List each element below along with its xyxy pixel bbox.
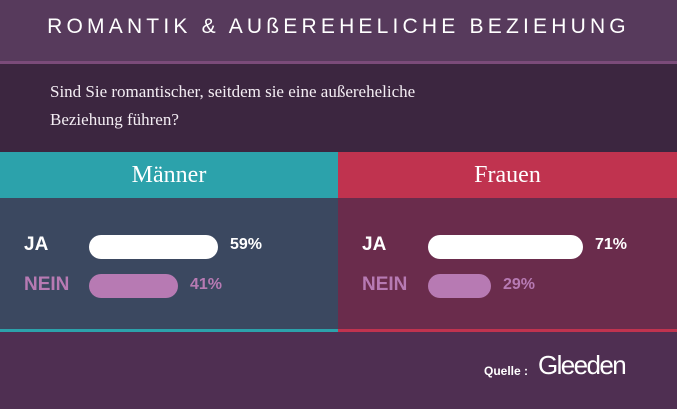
women-ja-bar: [428, 235, 583, 259]
panel-women-body: JA 71% NEIN 29%: [338, 198, 677, 329]
men-nein-label: NEIN: [24, 274, 70, 295]
panel-men-bottom-rule: [0, 329, 338, 332]
women-ja-label: JA: [362, 234, 387, 255]
survey-question: Sind Sie romantischer, seitdem sie eine …: [50, 78, 520, 134]
page-title: ROMANTIK & AUßEREHELICHE BEZIEHUNG: [47, 15, 630, 38]
women-ja-value: 71%: [595, 236, 628, 253]
title-divider: [0, 61, 677, 64]
men-ja-label: JA: [24, 234, 49, 255]
men-nein-bar: [89, 274, 178, 298]
men-ja-bar: [89, 235, 218, 259]
panel-women-bottom-rule: [338, 329, 677, 332]
women-nein-bar: [428, 274, 491, 298]
men-nein-value: 41%: [190, 276, 223, 293]
panel-men: Männer JA 59% NEIN 41%: [0, 152, 338, 332]
panel-women-header: Frauen: [338, 152, 677, 198]
question-line-1: Sind Sie romantischer, seitdem sie eine …: [50, 82, 416, 101]
gleeden-logo: Gleeden: [538, 350, 627, 380]
title-bar: ROMANTIK & AUßEREHELICHE BEZIEHUNG: [0, 0, 677, 61]
question-line-2: Beziehung führen?: [50, 110, 179, 129]
women-nein-label: NEIN: [362, 274, 408, 295]
panel-men-body: JA 59% NEIN 41%: [0, 198, 338, 329]
question-box: Sind Sie romantischer, seitdem sie eine …: [0, 64, 677, 152]
panel-men-header: Männer: [0, 152, 338, 198]
panel-women: Frauen JA 71% NEIN 29%: [338, 152, 677, 332]
men-ja-value: 59%: [230, 236, 263, 253]
women-nein-value: 29%: [503, 276, 536, 293]
source-label: Quelle :: [484, 364, 529, 378]
